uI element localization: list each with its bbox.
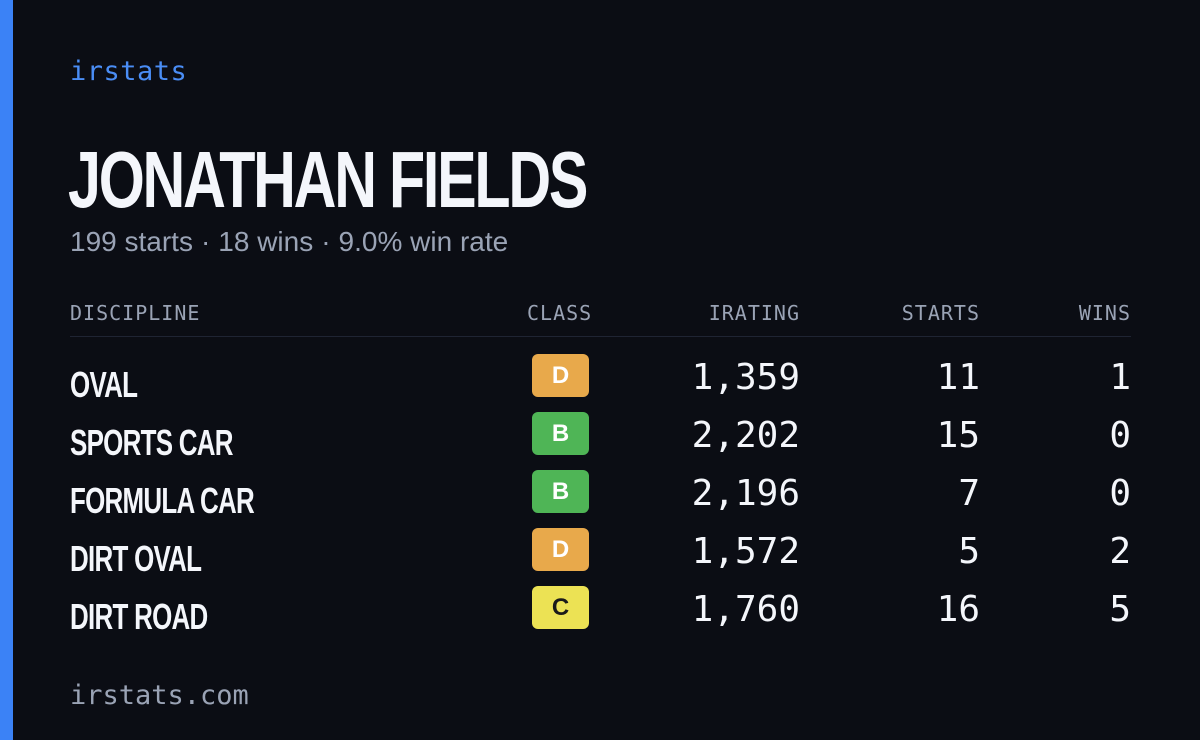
discipline-name: FORMULA CAR bbox=[70, 480, 255, 521]
footer-url: irstats.com bbox=[70, 680, 249, 711]
license-class-badge: D bbox=[532, 528, 589, 571]
starts-value: 11 bbox=[936, 357, 980, 398]
irating-value: 1,760 bbox=[691, 589, 800, 630]
accent-bar bbox=[0, 0, 13, 740]
irating-value: 2,196 bbox=[691, 473, 800, 514]
wins-value: 2 bbox=[1109, 531, 1131, 572]
license-class-badge: B bbox=[532, 412, 589, 455]
column-header-discipline: DISCIPLINE bbox=[70, 301, 201, 325]
starts-value: 15 bbox=[936, 415, 980, 456]
summary-starts: 199 starts bbox=[70, 226, 193, 257]
column-header-wins: WINS bbox=[1078, 301, 1131, 325]
table-row: FORMULA CAR B 2,196 7 0 bbox=[70, 470, 1131, 528]
starts-value: 7 bbox=[958, 473, 980, 514]
column-header-irating: IRATING bbox=[708, 301, 800, 325]
discipline-name: DIRT ROAD bbox=[70, 596, 208, 637]
summary-separator: · bbox=[200, 226, 211, 257]
table-row: OVAL D 1,359 11 1 bbox=[70, 354, 1131, 412]
wins-value: 0 bbox=[1109, 415, 1131, 456]
irating-value: 1,572 bbox=[691, 531, 800, 572]
license-class-badge: B bbox=[532, 470, 589, 513]
table-row: DIRT OVAL D 1,572 5 2 bbox=[70, 528, 1131, 586]
irating-value: 1,359 bbox=[691, 357, 800, 398]
license-class-badge: D bbox=[532, 354, 589, 397]
column-header-starts: STARTS bbox=[901, 301, 980, 325]
summary-win-rate: 9.0% win rate bbox=[338, 226, 509, 257]
driver-name: JONATHAN FIELDS bbox=[68, 135, 588, 224]
header-divider bbox=[70, 336, 1131, 337]
driver-summary: 199 starts · 18 wins · 9.0% win rate bbox=[70, 226, 508, 258]
wins-value: 0 bbox=[1109, 473, 1131, 514]
license-class-badge: C bbox=[532, 586, 589, 629]
table-row: DIRT ROAD C 1,760 16 5 bbox=[70, 586, 1131, 644]
summary-wins: 18 wins bbox=[218, 226, 314, 257]
starts-value: 5 bbox=[958, 531, 980, 572]
brand-logo: irstats bbox=[70, 56, 188, 87]
irating-value: 2,202 bbox=[691, 415, 800, 456]
table-row: SPORTS CAR B 2,202 15 0 bbox=[70, 412, 1131, 470]
summary-separator: · bbox=[321, 226, 331, 257]
wins-value: 5 bbox=[1109, 589, 1131, 630]
column-header-class: CLASS bbox=[527, 301, 593, 325]
discipline-name: SPORTS CAR bbox=[70, 422, 233, 463]
starts-value: 16 bbox=[936, 589, 980, 630]
wins-value: 1 bbox=[1109, 357, 1131, 398]
discipline-name: OVAL bbox=[70, 364, 138, 405]
discipline-name: DIRT OVAL bbox=[70, 538, 202, 579]
